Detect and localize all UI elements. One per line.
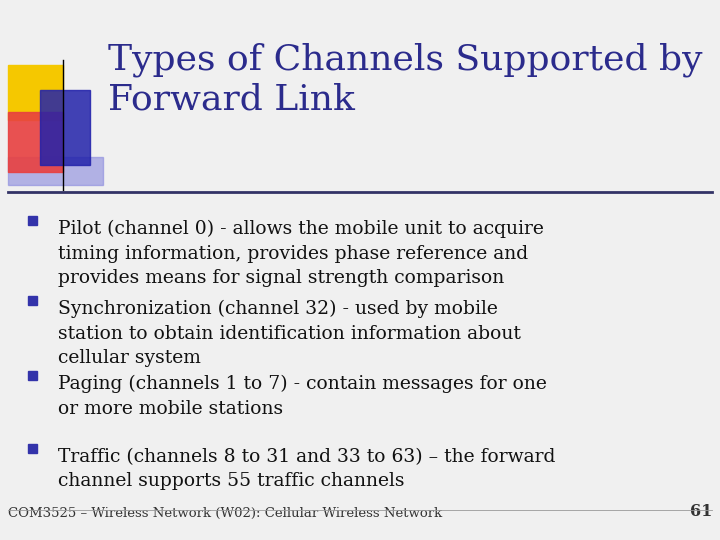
Bar xyxy=(28,370,37,380)
Text: Pilot (channel 0) - allows the mobile unit to acquire
timing information, provid: Pilot (channel 0) - allows the mobile un… xyxy=(58,220,544,287)
Bar xyxy=(28,295,37,305)
Bar xyxy=(8,157,103,185)
Bar xyxy=(8,112,63,172)
Bar xyxy=(40,90,90,165)
Text: 61: 61 xyxy=(690,503,712,520)
Bar xyxy=(28,215,37,225)
Bar xyxy=(28,443,37,453)
Bar xyxy=(8,65,63,120)
Text: Paging (channels 1 to 7) - contain messages for one
or more mobile stations: Paging (channels 1 to 7) - contain messa… xyxy=(58,375,547,417)
Text: COM3525 – Wireless Network (W02): Cellular Wireless Network: COM3525 – Wireless Network (W02): Cellul… xyxy=(8,507,442,520)
Text: Types of Channels Supported by: Types of Channels Supported by xyxy=(108,43,703,77)
Text: Synchronization (channel 32) - used by mobile
station to obtain identification i: Synchronization (channel 32) - used by m… xyxy=(58,300,521,367)
Text: Traffic (channels 8 to 31 and 33 to 63) – the forward
channel supports 55 traffi: Traffic (channels 8 to 31 and 33 to 63) … xyxy=(58,448,555,490)
Text: Forward Link: Forward Link xyxy=(108,83,355,117)
